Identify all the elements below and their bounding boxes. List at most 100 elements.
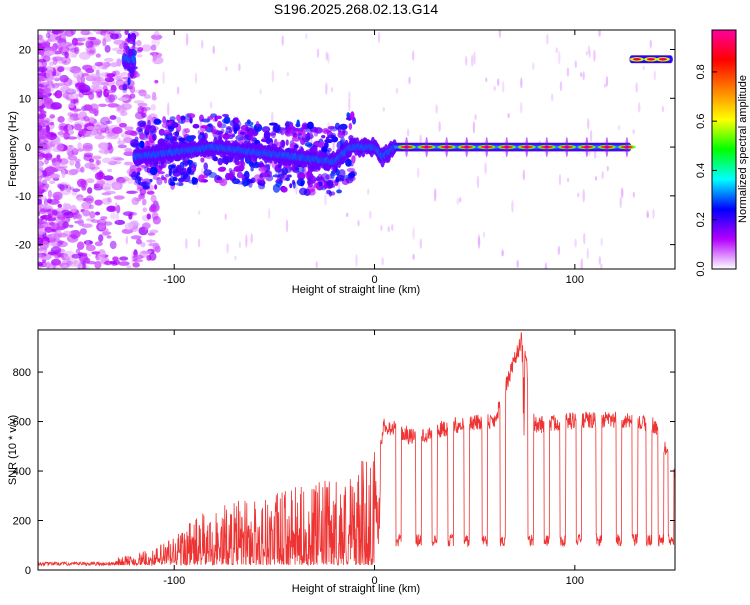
heatmap-cell (78, 128, 87, 135)
colorbar-scale (711, 29, 737, 270)
heatmap-cell (525, 137, 529, 158)
heatmap-cell (129, 70, 135, 79)
heatmap-cell (516, 259, 519, 268)
heatmap-cell (580, 258, 583, 269)
heatmap-cell (80, 30, 91, 36)
heatmap-cell (233, 127, 238, 135)
heatmap-cell (585, 51, 589, 56)
heatmap-cell (64, 203, 72, 210)
heatmap-cell (601, 171, 604, 180)
heatmap-cell (321, 135, 326, 139)
heatmap-cell (123, 161, 134, 166)
heatmap-cell (162, 71, 165, 85)
heatmap-cell (105, 120, 113, 125)
heatmap-cell (48, 237, 57, 243)
heatmap-cell (129, 130, 138, 137)
heatmap-cell (258, 183, 266, 190)
heatmap-cell (405, 137, 409, 158)
heatmap-cell (369, 210, 372, 220)
heatmap-cell (56, 131, 64, 137)
snr-y-axis-label: SNR (10 * v/v) (7, 415, 19, 485)
heatmap-cell (345, 212, 349, 217)
heatmap-cell (411, 50, 415, 62)
snr-y-tick-label: 0 (25, 565, 31, 577)
heatmap-cell (646, 210, 649, 218)
heatmap-cell (142, 185, 151, 190)
heatmap-cell (192, 161, 198, 169)
heatmap-cell (50, 102, 62, 110)
colorbar-tick-label: 0.4 (695, 163, 707, 178)
heatmap-cell (357, 220, 360, 227)
heatmap-cell (126, 190, 139, 194)
heatmap-cell (620, 187, 624, 199)
spectrogram-y-tick-label: -10 (15, 191, 31, 203)
heatmap-cell (635, 82, 638, 93)
heatmap-cell (38, 156, 44, 161)
heatmap-cell (132, 219, 139, 227)
colorbar-tick-label: 0.8 (695, 64, 707, 79)
heatmap-cell (123, 151, 135, 157)
heatmap-cell (52, 30, 64, 34)
heatmap-cell (75, 213, 83, 220)
heatmap-cell (38, 73, 47, 77)
heatmap-cell (259, 88, 262, 95)
heatmap-cell (138, 89, 147, 97)
heatmap-cell (522, 169, 526, 181)
heatmap-cell (47, 189, 53, 199)
heatmap-cell (336, 174, 345, 181)
heatmap-cell (77, 197, 84, 203)
heatmap-cell (87, 36, 97, 41)
heatmap-cell (38, 262, 44, 267)
heatmap-cell (345, 176, 354, 184)
heatmap-cell (154, 245, 161, 253)
heatmap-cell (63, 30, 69, 36)
heatmap-cell (186, 113, 196, 119)
heatmap-cell (122, 211, 134, 216)
heatmap-cell (55, 226, 66, 231)
heatmap-cell (272, 174, 281, 178)
heatmap-cell (225, 66, 228, 72)
heatmap-cell (82, 144, 93, 152)
heatmap-cell (222, 133, 230, 140)
heatmap-cell (71, 53, 77, 58)
heatmap-cell (476, 175, 480, 189)
heatmap-cell (46, 84, 54, 89)
heatmap-cell (123, 137, 134, 144)
heatmap-cell (119, 256, 129, 261)
heatmap-cell (43, 86, 51, 95)
heatmap-cell (292, 181, 296, 189)
heatmap-cell (90, 219, 99, 223)
heatmap-cell (382, 107, 385, 112)
heatmap-cell (68, 116, 74, 123)
heatmap-cell (38, 170, 43, 177)
heatmap-cell (74, 46, 80, 55)
heatmap-cell (66, 88, 73, 93)
heatmap-cell (583, 232, 586, 245)
heatmap-cell (438, 121, 441, 132)
heatmap-cell (45, 69, 53, 79)
heatmap-cell (38, 142, 46, 150)
heatmap-cell (95, 211, 100, 216)
heatmap-cell (152, 52, 157, 62)
heatmap-cell (124, 147, 133, 153)
heatmap-cell (91, 155, 102, 160)
heatmap-cell (85, 195, 94, 204)
heatmap-cell (110, 32, 119, 40)
heatmap-cell (325, 51, 328, 61)
heatmap-cell (48, 61, 54, 67)
heatmap-cell (38, 113, 47, 119)
heatmap-cell (267, 207, 271, 220)
heatmap-cell (200, 157, 205, 163)
heatmap-cell (109, 30, 121, 35)
heatmap-cell (559, 80, 563, 92)
heatmap-cell (38, 161, 42, 168)
snr-ticks: -100 0 100 0 200 400 600 800 (13, 330, 675, 587)
heatmap-cell (258, 166, 267, 172)
heatmap-cell (135, 40, 142, 47)
heatmap-cell (632, 191, 636, 198)
heatmap-cell (38, 227, 46, 235)
heatmap-cell (131, 197, 140, 206)
heatmap-cell (91, 251, 101, 255)
heatmap-cell (470, 54, 474, 67)
heatmap-cell (51, 258, 62, 266)
